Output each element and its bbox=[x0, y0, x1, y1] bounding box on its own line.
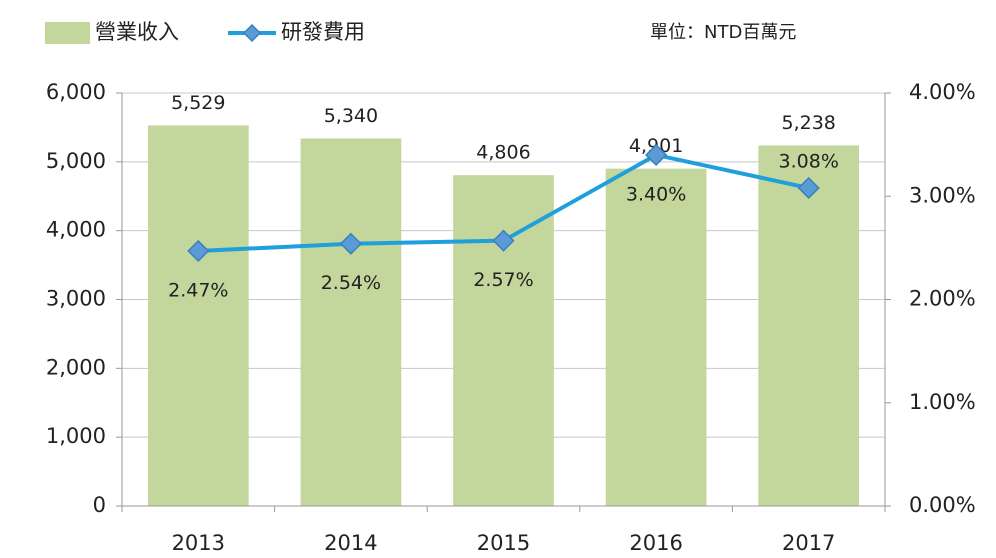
line-label: 3.08% bbox=[779, 150, 839, 172]
line-marker bbox=[645, 143, 668, 167]
bar bbox=[605, 168, 707, 506]
legend-label: 營業收入 bbox=[95, 20, 179, 44]
y-tick-label: 5,000 bbox=[46, 149, 106, 173]
y2-tick-label: 3.00% bbox=[909, 183, 976, 207]
legend-marker bbox=[242, 23, 262, 43]
line-label: 2.57% bbox=[473, 269, 533, 291]
legend-swatch bbox=[45, 22, 90, 44]
line-marker bbox=[797, 176, 820, 200]
line-marker bbox=[492, 229, 515, 252]
bar bbox=[147, 125, 249, 506]
x-tick-label: 2017 bbox=[782, 531, 835, 555]
y-tick-label: 3,000 bbox=[46, 287, 106, 311]
line-label: 3.40% bbox=[626, 183, 686, 205]
x-tick-label: 2014 bbox=[324, 531, 377, 555]
x-tick-label: 2013 bbox=[172, 531, 225, 555]
bar bbox=[300, 138, 402, 506]
unit-note: 單位：NTD百萬元 bbox=[650, 22, 796, 43]
bar bbox=[758, 145, 860, 507]
y-tick-label: 0 bbox=[93, 493, 106, 517]
line-marker bbox=[187, 239, 210, 263]
x-tick-label: 2016 bbox=[629, 531, 682, 555]
line-label: 2.54% bbox=[321, 272, 381, 294]
line-marker bbox=[339, 232, 362, 255]
x-tick-label: 2015 bbox=[477, 531, 530, 555]
y2-tick-label: 1.00% bbox=[909, 390, 976, 414]
legend-label: 研發費用 bbox=[281, 20, 365, 44]
bar-label: 5,529 bbox=[171, 92, 225, 114]
y-tick-label: 4,000 bbox=[46, 218, 106, 242]
bar-label: 4,806 bbox=[476, 142, 530, 164]
y-tick-label: 2,000 bbox=[46, 355, 106, 379]
bar-label: 5,340 bbox=[324, 105, 378, 127]
bar-label: 5,238 bbox=[781, 112, 835, 134]
y2-tick-label: 2.00% bbox=[909, 287, 976, 311]
y2-tick-label: 0.00% bbox=[909, 493, 976, 517]
y-tick-label: 6,000 bbox=[46, 80, 106, 104]
y2-tick-label: 4.00% bbox=[909, 80, 976, 104]
bar bbox=[453, 175, 554, 506]
line-label: 2.47% bbox=[168, 279, 228, 301]
y-tick-label: 1,000 bbox=[46, 424, 106, 448]
